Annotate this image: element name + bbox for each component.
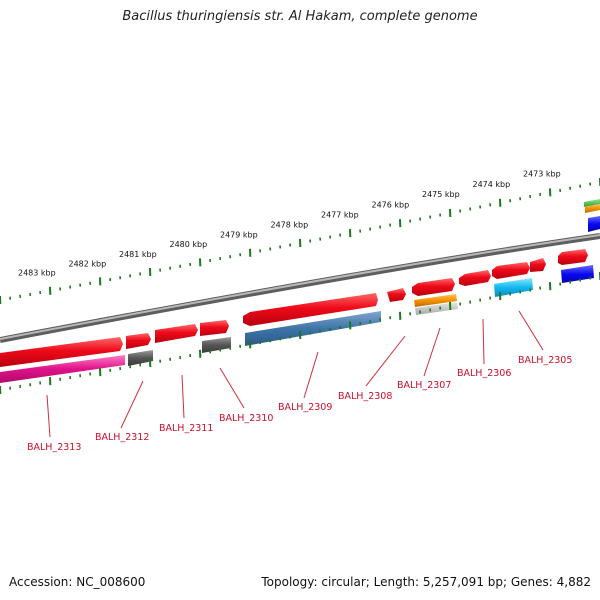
gene-label[interactable]: BALH_2305 [518, 355, 572, 366]
gene-feature[interactable] [561, 265, 594, 283]
inner-scale-ticks [0, 272, 600, 395]
gene-feature[interactable] [588, 216, 600, 232]
gene-label[interactable]: BALH_2307 [397, 380, 451, 391]
leader-line [181, 374, 185, 419]
scale-label: 2481 kbp [119, 250, 157, 259]
gene-feature[interactable] [585, 204, 600, 213]
scale-labels: 2483 kbp 2482 kbp 2481 kbp 2480 kbp 2479 kbp… [18, 169, 561, 277]
leader-line [303, 351, 319, 399]
genome-stats-text: Topology: circular; Length: 5,257,091 bp… [261, 575, 591, 589]
gene-label[interactable]: BALH_2310 [219, 413, 273, 424]
gene-feature[interactable] [387, 288, 406, 302]
gene-feature[interactable] [412, 278, 455, 296]
accession-text: Accession: NC_008600 [9, 575, 146, 589]
gene-feature[interactable] [245, 311, 381, 346]
scale-label: 2475 kbp [422, 190, 460, 199]
gene-feature[interactable] [414, 294, 457, 307]
gene-feature[interactable] [0, 355, 125, 383]
leader-line [46, 394, 51, 438]
gene-feature[interactable] [126, 333, 151, 349]
scale-label: 2482 kbp [69, 259, 107, 268]
gene-feature[interactable] [243, 293, 378, 326]
gene-label[interactable]: BALH_2311 [159, 423, 213, 434]
gene-feature[interactable] [530, 258, 546, 272]
map-title: Bacillus thuringiensis str. Al Hakam, co… [122, 9, 478, 24]
leader-line [120, 380, 144, 429]
gene-feature[interactable] [558, 249, 588, 265]
leader-line [219, 367, 245, 409]
outer-scale-ticks [0, 178, 600, 305]
gene-feature[interactable] [459, 270, 491, 286]
gene-leader-lines [46, 310, 544, 438]
scale-label: 2479 kbp [220, 231, 258, 240]
leader-line [423, 327, 441, 377]
leader-line [518, 310, 544, 351]
scale-label: 2474 kbp [473, 180, 511, 189]
gene-feature[interactable] [200, 320, 229, 336]
gene-label[interactable]: BALH_2306 [457, 368, 511, 379]
gene-label[interactable]: BALH_2313 [27, 442, 81, 453]
reverse-strand-genes [0, 199, 600, 383]
gene-feature[interactable] [202, 337, 231, 353]
gene-feature[interactable] [155, 324, 198, 343]
gene-feature[interactable] [494, 278, 533, 297]
leader-line [365, 335, 406, 387]
gene-feature[interactable] [415, 302, 458, 315]
gene-label[interactable]: BALH_2309 [278, 402, 332, 413]
leader-line [482, 318, 485, 365]
gene-feature[interactable] [0, 337, 123, 367]
gene-label[interactable]: BALH_2312 [95, 432, 149, 443]
gene-feature[interactable] [584, 199, 600, 207]
gene-label[interactable]: BALH_2308 [338, 391, 392, 402]
scale-label: 2480 kbp [170, 240, 208, 249]
gene-labels: BALH_2313 BALH_2312 BALH_2311 BALH_2310 … [27, 355, 572, 453]
gene-feature[interactable] [128, 350, 153, 366]
scale-label: 2483 kbp [18, 269, 56, 278]
scale-label: 2478 kbp [271, 221, 309, 230]
scale-label: 2477 kbp [321, 211, 359, 220]
scale-label: 2476 kbp [372, 200, 410, 209]
forward-strand-genes [0, 249, 588, 367]
genome-backbone-highlight [0, 234, 600, 340]
scale-label: 2473 kbp [523, 169, 561, 178]
gene-feature[interactable] [492, 262, 530, 279]
